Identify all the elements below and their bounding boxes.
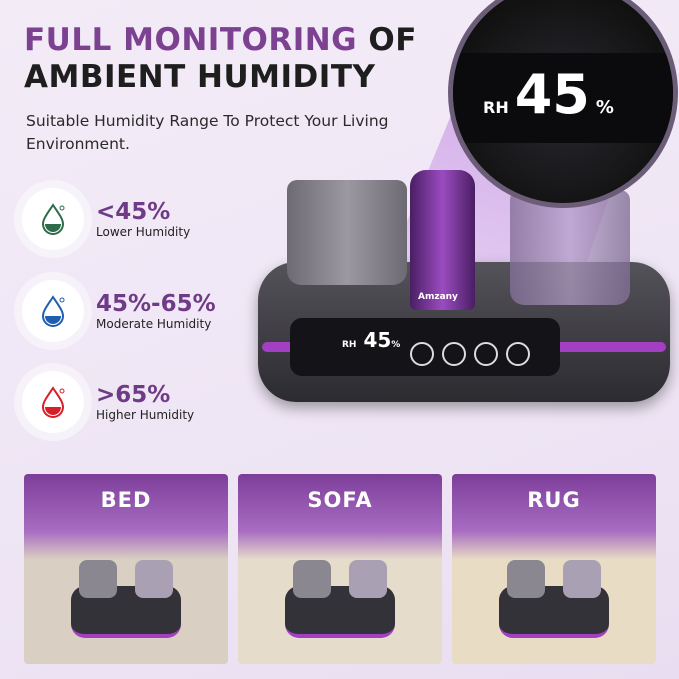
magnified-readout: RH 45 % [483,63,614,126]
brand-logo: Amzany [418,292,458,302]
mag-rh-unit: % [595,97,614,118]
humidity-label: Moderate Humidity [96,317,212,331]
device-humidity-readout: RH 45% [342,328,400,352]
subtitle: Suitable Humidity Range To Protect Your … [26,112,389,153]
vibration-icon [442,342,466,366]
title-highlight: FULL MONITORING [24,22,358,58]
humidity-level-item: <45% Lower Humidity [22,188,190,250]
mag-rh-value: 45 [514,63,590,126]
device-buttons [410,342,530,366]
water-drop-icon [22,280,84,342]
dust-cup-left [287,180,407,285]
magnified-display: RH 45 % [448,0,678,208]
mag-rh-label: RH [483,98,509,117]
scene-label: BED [100,488,152,512]
uv-icon [506,342,530,366]
title-rest: OF [368,22,417,58]
device-image [71,560,181,638]
humidity-label: Lower Humidity [96,225,191,239]
device-image [499,560,609,638]
page-title: FULL MONITORING OF AMBIENT HUMIDITY [24,22,417,96]
scene-card-rug: RUG [452,474,656,664]
scene-card-sofa: SOFA [238,474,442,664]
dust-cup-right [510,190,630,305]
title-line2: AMBIENT HUMIDITY [24,59,376,95]
scene-card-bed: BED [24,474,228,664]
heat-icon [474,342,498,366]
rh-unit: % [391,340,401,350]
water-drop-icon [22,188,84,250]
device-image [285,560,395,638]
magnified-screen [453,53,673,143]
humidity-range: >65% [96,382,171,408]
humidity-level-item: >65% Higher Humidity [22,371,194,433]
device-handle [410,170,475,310]
humidity-label: Higher Humidity [96,408,195,422]
humidity-range: <45% [96,199,171,225]
rh-value: 45 [363,328,392,352]
water-drop-icon [22,371,84,433]
fan-icon [410,342,434,366]
humidity-range: 45%-65% [96,291,216,317]
scene-label: RUG [527,488,581,512]
scene-label: SOFA [307,488,373,512]
rh-label: RH [342,340,357,350]
humidity-level-item: 45%-65% Moderate Humidity [22,280,216,342]
